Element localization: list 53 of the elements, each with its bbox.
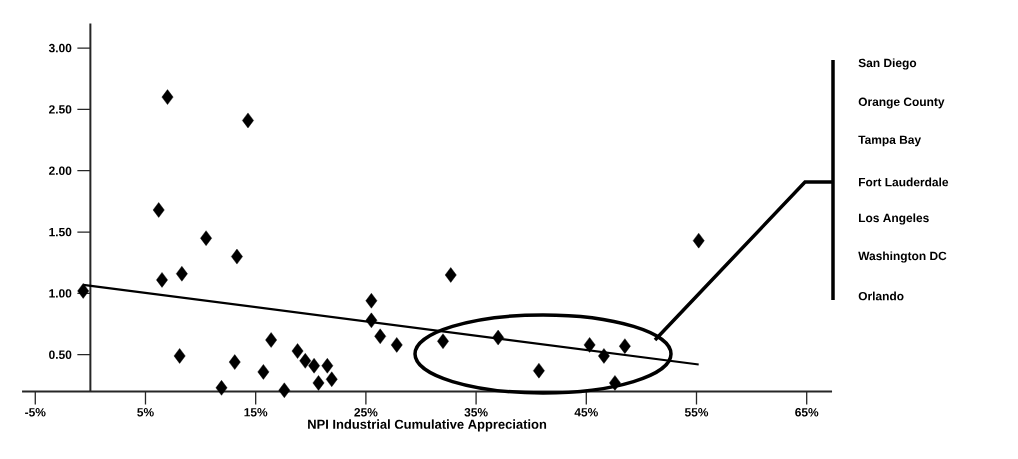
text: Fort Lauderdale (859, 177, 949, 187)
point (200, 230, 212, 246)
text: Washington DC (858, 251, 947, 263)
point (265, 332, 277, 348)
point (176, 266, 188, 282)
y-tick-label: 1.50 (49, 227, 72, 237)
point (492, 329, 504, 346)
x-tick-label: 65% (795, 408, 819, 417)
point (242, 112, 254, 129)
point (161, 89, 174, 105)
point (365, 293, 378, 309)
x-tick-label: 5% (137, 408, 154, 417)
point (173, 348, 186, 364)
point (365, 312, 378, 329)
x-tick-label: 55% (684, 408, 709, 417)
point (291, 343, 304, 359)
point (619, 338, 631, 354)
point (390, 337, 403, 353)
text: Orlando (858, 291, 904, 301)
x-axis-title: NPI Industrial Cumulative Appreciation (308, 419, 547, 432)
y-tick-label: 1.00 (49, 289, 72, 298)
x-tick-label: -5% (25, 408, 46, 417)
x-tick-label: 45% (574, 408, 598, 417)
point (299, 353, 312, 369)
point (533, 362, 545, 379)
x-tick-label: 15% (244, 408, 268, 417)
y-tick-label: 2.50 (49, 105, 72, 114)
point (374, 328, 387, 345)
point (312, 375, 325, 391)
y-tick-label: 2.00 (49, 166, 72, 175)
point (228, 354, 241, 370)
point (215, 380, 228, 396)
point (156, 272, 168, 288)
point (231, 248, 243, 265)
point (257, 364, 270, 380)
point (278, 382, 291, 398)
x-tick-label: 35% (464, 408, 488, 417)
x-tick-label: 25% (354, 408, 378, 417)
point (77, 283, 90, 299)
point (321, 358, 334, 374)
point (308, 358, 320, 374)
point (152, 202, 165, 218)
y-tick-label: 0.50 (49, 350, 72, 359)
text: Orange County (858, 97, 945, 109)
point (444, 267, 457, 283)
text: San Diego (858, 58, 917, 70)
point (437, 333, 449, 349)
text: Los Angeles (859, 213, 929, 225)
point (325, 371, 338, 387)
y-tick-label: 3.00 (48, 43, 72, 53)
text: Tampa Bay (858, 135, 922, 147)
point (583, 337, 596, 353)
point (598, 348, 610, 364)
